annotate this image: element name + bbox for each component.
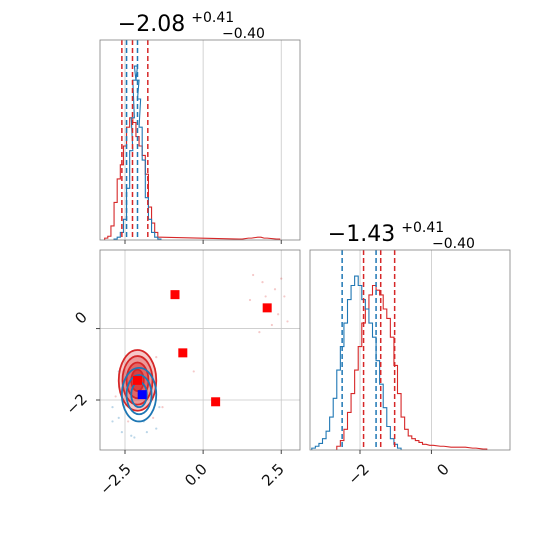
scatter-point-red [264,295,267,298]
histogram-blue-param1 [113,65,162,240]
scatter-point-red [114,395,117,398]
histogram-blue-param2 [311,275,402,450]
y-tick-labels-param2: 0 −2 [62,308,90,418]
title-param1: −2.08 +0.41 [118,10,234,37]
scatter-point-red [152,416,155,419]
scatter-point-red [252,273,255,277]
x-tick-labels-param2: −2 0 [344,460,452,488]
scatter-point-blue [155,427,158,430]
y-tick-label: 0 [71,308,90,327]
panel-frame [99,39,301,241]
panel-frame [309,249,511,451]
marker-square-red [211,397,221,407]
scatter-point-red [155,356,158,359]
histogram-bin [351,286,355,451]
scatter-point-red [258,331,261,334]
scatter-point-red [261,281,264,284]
scatter-point-blue [111,420,114,423]
histogram-bin [365,309,369,450]
y-tick-label: −2 [62,390,90,418]
title-param2: −1.43 +0.41 [328,220,444,247]
title-param1-median: −2.08 [118,12,185,37]
histogram-bin [133,123,136,241]
scatter-point-blue [117,416,120,419]
x-tick-label: −2 [344,460,372,488]
scatter-point-red [248,298,252,302]
marker-square-blue [137,390,147,400]
histogram-param1-panel [99,39,301,244]
contour-blue [125,374,153,416]
histogram-bin [423,444,427,450]
marker-square-red [262,303,272,313]
histogram-bin [369,323,373,450]
histogram-bin [440,446,444,450]
joint-distribution-panel [96,249,301,454]
x-tick-label: 0 [433,460,452,479]
histogram-red-param2 [336,284,488,450]
scatter-point-red [192,370,195,373]
scatter-point-red [273,288,277,291]
scatter-point-red [161,406,164,409]
title-param2-minus: −0.40 [432,236,475,252]
histogram-param2-panel [309,249,511,454]
scatter-point-red [127,420,130,423]
scatter-point-blue [111,406,114,409]
panel-frame [99,249,301,451]
scatter-point-red [280,277,283,280]
marker-square-red [178,348,188,358]
title-param2-median: −1.43 [328,222,395,247]
histogram-bin [365,309,369,450]
x-tick-label: −2.5 [96,460,134,498]
contour-blue [120,366,158,423]
scatter-point-blue [120,431,123,434]
marker-square-red [170,290,180,300]
title-param2-plus: +0.41 [401,220,444,236]
x-tick-labels-param1: −2.5 0.0 2.5 [96,460,287,498]
scatter-point-red [270,323,273,327]
scatter-point-red [286,320,289,323]
scatter-point-red [283,295,286,298]
title-param1-minus: −0.40 [222,26,265,42]
x-tick-label: 0.0 [181,460,211,490]
histogram-bin [383,309,387,450]
scatter-point-blue [158,406,161,409]
scatter-point-blue [133,436,136,439]
histogram-red-param1 [104,117,281,240]
title-param1-plus: +0.41 [191,10,234,26]
scatter-point-red [277,313,280,316]
scatter-point-blue [130,434,133,437]
marker-square-red [133,375,142,385]
scatter-point-blue [145,431,148,434]
x-tick-label: 2.5 [258,460,288,490]
